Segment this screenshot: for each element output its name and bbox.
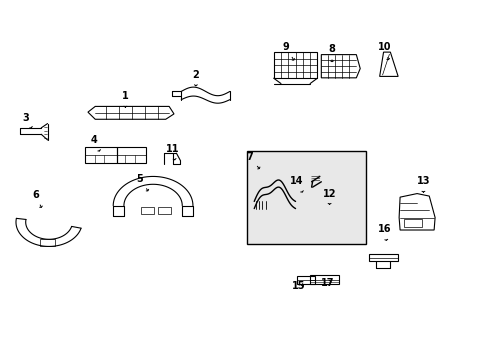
Text: 2: 2 [192,70,199,86]
Text: 14: 14 [290,176,303,192]
Text: 5: 5 [136,174,148,191]
Bar [296,276,315,284]
Bar [309,275,339,284]
Bar [369,253,397,261]
Bar [141,207,153,213]
Text: 11: 11 [165,144,179,160]
Text: 17: 17 [321,278,334,288]
Bar [403,219,422,227]
Bar [292,186,302,194]
Text: 10: 10 [377,42,390,60]
Text: 3: 3 [22,113,32,128]
Bar [158,207,170,213]
Text: 13: 13 [416,176,429,192]
Text: 12: 12 [322,189,336,204]
Text: 15: 15 [292,282,305,292]
Text: 9: 9 [282,42,294,60]
Bar [246,152,366,244]
Text: 6: 6 [32,190,42,207]
Text: 7: 7 [245,152,260,169]
Bar [40,239,55,246]
Text: 4: 4 [90,135,100,151]
Text: 8: 8 [328,44,335,62]
Bar [273,53,317,78]
Text: 1: 1 [122,91,128,107]
Text: 16: 16 [377,224,390,240]
